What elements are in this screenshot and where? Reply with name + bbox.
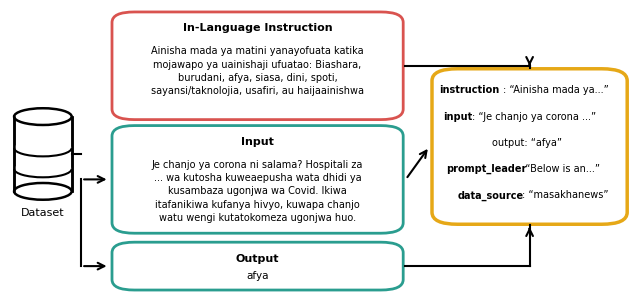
Ellipse shape	[14, 161, 72, 177]
Text: Input: Input	[241, 137, 274, 147]
Text: : “masakhanews”: : “masakhanews”	[522, 190, 608, 200]
Text: :“Below is an...”: :“Below is an...”	[522, 164, 600, 174]
Text: Dataset: Dataset	[21, 208, 65, 218]
FancyBboxPatch shape	[112, 126, 403, 233]
Text: Output: Output	[236, 254, 279, 263]
FancyBboxPatch shape	[432, 69, 627, 224]
Text: Je chanjo ya corona ni salama? Hospitali za
... wa kutosha kuweaepusha wata dhid: Je chanjo ya corona ni salama? Hospitali…	[152, 160, 364, 223]
Text: data_source: data_source	[458, 190, 524, 201]
Text: : “Je chanjo ya corona ...”: : “Je chanjo ya corona ...”	[472, 112, 596, 121]
Ellipse shape	[14, 108, 72, 125]
Text: Ainisha mada ya matini yanayofuata katika
mojawapo ya uainishaji ufuatao: Biasha: Ainisha mada ya matini yanayofuata katik…	[151, 46, 364, 96]
Text: : “Ainisha mada ya...”: : “Ainisha mada ya...”	[503, 85, 609, 95]
Text: output: “afya”: output: “afya”	[492, 138, 562, 148]
FancyBboxPatch shape	[112, 242, 403, 290]
Text: input: input	[443, 112, 472, 121]
FancyBboxPatch shape	[112, 12, 403, 120]
Ellipse shape	[14, 183, 72, 200]
Text: afya: afya	[246, 271, 269, 280]
Text: In-Language Instruction: In-Language Instruction	[183, 23, 332, 33]
Text: instruction: instruction	[438, 85, 499, 95]
Text: prompt_leader: prompt_leader	[446, 164, 527, 174]
Ellipse shape	[14, 140, 72, 156]
Bar	[14, 117, 72, 191]
